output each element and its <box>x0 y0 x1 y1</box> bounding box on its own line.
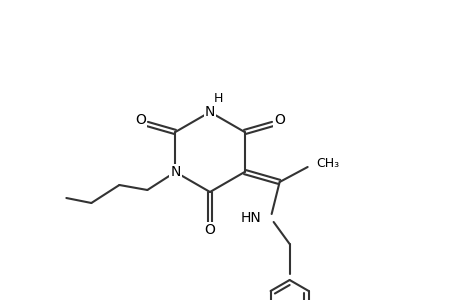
Text: N: N <box>170 165 180 179</box>
Text: H: H <box>213 92 222 104</box>
Text: O: O <box>134 113 146 127</box>
Text: N: N <box>204 105 215 119</box>
Text: O: O <box>204 223 215 237</box>
Text: HN: HN <box>241 211 261 225</box>
Text: CH₃: CH₃ <box>316 157 339 169</box>
Text: O: O <box>274 113 285 127</box>
